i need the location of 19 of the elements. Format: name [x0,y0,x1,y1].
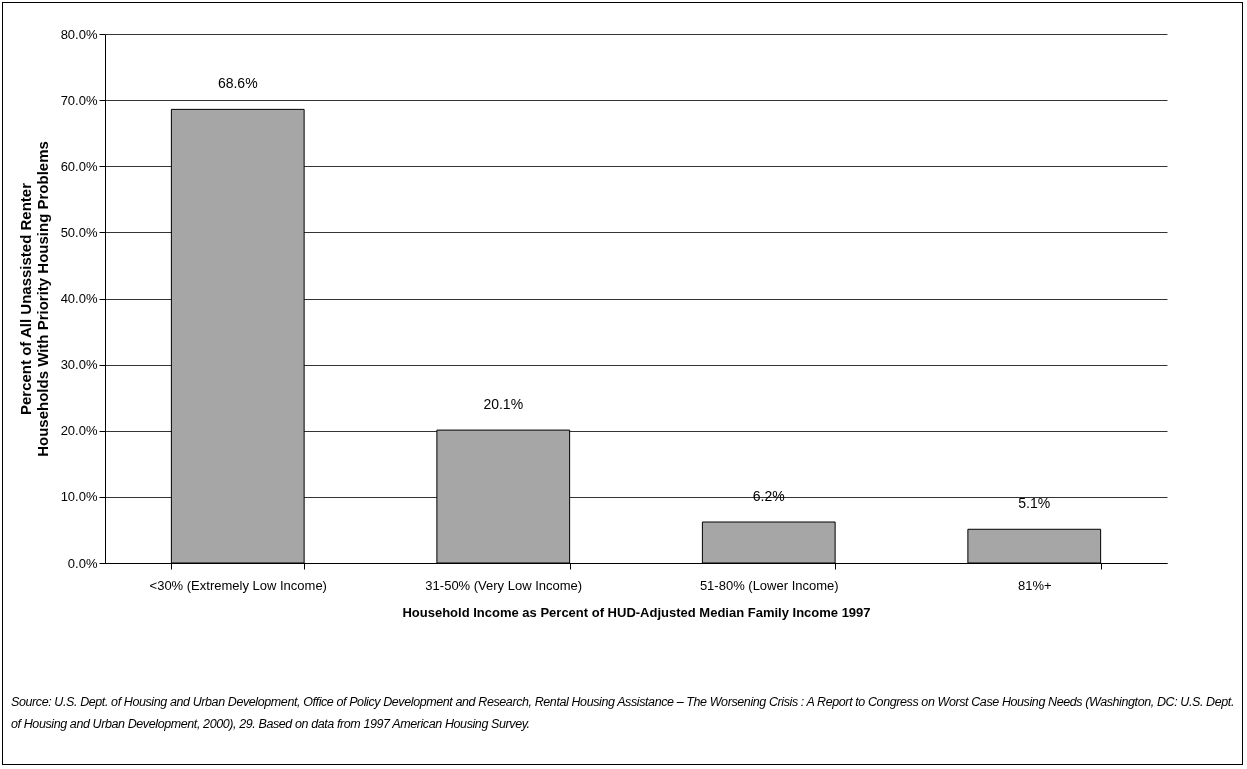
y-axis-title: Percent of All Unassisted Renter Households With Priority Housing Problems [16,141,51,457]
y-tick-label: 20.0% [60,423,98,439]
source-note: Source: U.S. Dept. of Housing and Urban Development, Office of Policy Development and Research, Rental Housing Assistance – The Worsening Crisis : A Report to Congress on Worst Case Housing Needs (Washington, DC: U.S. Dept. of Housing and Urban Development, 2000), 29. Based on data from 1997 American Housing Survey. [11,694,1235,733]
data-label: 68.6% [217,75,258,92]
x-tick-label: 31-50% (Very Low Income) [425,577,583,593]
y-tick-label: 80.0% [60,26,98,42]
y-tick-label: 50.0% [60,224,98,240]
y-tick-label: 40.0% [60,291,98,306]
y-tick-label: 0.0% [67,555,98,571]
y-tick-label: 70.0% [60,92,98,108]
data-label: 20.1% [483,396,524,413]
y-tick-label: 30.0% [60,357,98,373]
data-label: 5.1% [1018,495,1051,512]
x-tick-label: <30% (Extremely Low Income) [149,577,327,593]
y-tick-label: 60.0% [60,158,98,174]
x-axis-title: Household Income as Percent of HUD-Adjusted Median Family Income 1997 [402,604,871,620]
y-tick-label: 10.0% [60,489,98,505]
x-tick-label: 81%+ [1017,577,1052,593]
x-tick-label: 51-80% (Lower Income) [699,577,839,593]
